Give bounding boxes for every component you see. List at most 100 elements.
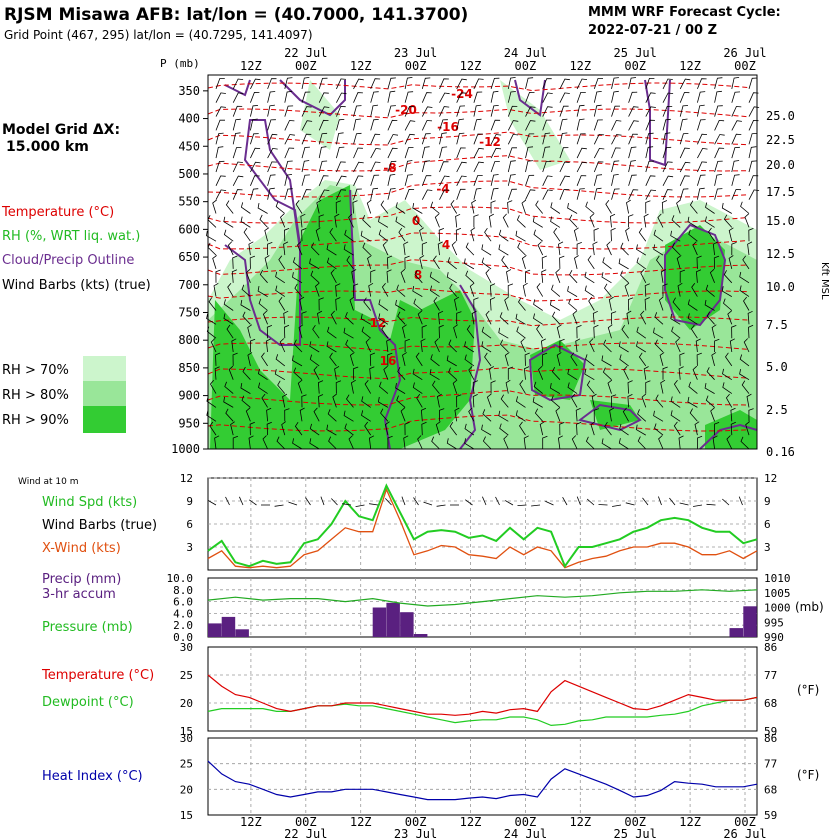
wind-barb (313, 366, 320, 380)
wind-barb (433, 296, 440, 311)
wind-barb (473, 78, 484, 90)
wind-barb (628, 120, 639, 131)
panel2-right-tick-3: 59 (764, 725, 777, 738)
wind-barb (697, 187, 705, 200)
panel1-right-tick-0: 1010 (764, 572, 791, 585)
wind-barb (404, 421, 410, 436)
wind-barb (299, 296, 305, 311)
wind-barb (689, 200, 698, 214)
wind-barb (473, 297, 479, 311)
wind-barb (215, 269, 221, 283)
wind-barb (264, 255, 270, 269)
wind-barb (209, 421, 217, 436)
wind-barb (473, 133, 483, 145)
wind-barb (311, 242, 320, 256)
wind-barb (644, 283, 650, 297)
surface-wind-barb (679, 502, 689, 506)
wind-barb (626, 310, 632, 325)
wind-barb (447, 257, 457, 270)
wind-barb (671, 215, 681, 228)
wind-barb (249, 255, 256, 269)
wind-barb (250, 105, 259, 117)
wind-barb (610, 311, 617, 325)
wind-barb (748, 77, 758, 90)
wind-barb (628, 174, 637, 186)
wind-barb (507, 160, 516, 173)
wind-barb (559, 255, 565, 269)
wind-barb (637, 436, 647, 450)
wind-barb (593, 104, 602, 117)
wind-barb (472, 380, 478, 394)
wind-barb (731, 120, 742, 131)
wind-barb (456, 311, 462, 325)
wind-barb (246, 268, 251, 283)
wind-barb (622, 407, 629, 422)
wind-barb (604, 283, 612, 297)
top-hour-label-2: 12Z (350, 59, 372, 73)
wind-barb (525, 146, 534, 159)
precip-bar (386, 602, 400, 637)
wind-barb (535, 200, 544, 214)
bottom-hour-label-3: 00Z (405, 815, 427, 829)
wind-barb (643, 366, 649, 380)
wind-barb (628, 160, 636, 173)
wind-barb (485, 269, 492, 283)
wind-barb (232, 255, 238, 269)
wind-barb (293, 367, 303, 380)
wind-barb (542, 119, 552, 131)
wind-barb (446, 355, 457, 367)
wind-barb (593, 133, 605, 145)
wind-barb (434, 338, 440, 353)
wind-barb (404, 160, 413, 173)
wind-barb (404, 147, 414, 159)
wind-barb (232, 435, 239, 449)
wind-barb (662, 366, 668, 380)
wind-barb (714, 147, 725, 159)
wind-barb (215, 175, 226, 186)
surface-wind-barb (706, 503, 716, 506)
wind-barb (363, 297, 372, 311)
wind-barb (318, 106, 330, 117)
wind-barb (257, 203, 268, 214)
wind-barb (490, 161, 500, 173)
wind-barb (473, 118, 482, 131)
wind-barb (404, 255, 410, 269)
wind-barb (348, 213, 354, 228)
wind-barb (327, 409, 337, 422)
wind-barb (559, 422, 565, 436)
wind-barb (456, 147, 466, 159)
wind-barb (400, 268, 406, 283)
wind-barb (593, 91, 602, 103)
wind-barb (653, 229, 664, 242)
surface-wind-barb (545, 500, 554, 506)
wind-barb (542, 189, 553, 200)
wind-barb (708, 227, 715, 242)
wind-barb (301, 133, 312, 145)
wind-barb (284, 90, 293, 103)
rh-region-7 (590, 400, 640, 430)
wind-barb (507, 77, 516, 89)
wind-barb (350, 379, 356, 394)
top-date-label-0: 22 Jul (284, 46, 327, 60)
wind-barb (404, 91, 414, 103)
wind-barb (413, 298, 423, 311)
wind-barb (365, 338, 372, 353)
wind-barb (542, 435, 548, 449)
wind-left-tick-2: 6 (186, 518, 193, 531)
wind-barb (517, 242, 526, 256)
wind-barb (242, 311, 251, 325)
wind-barb (330, 269, 337, 283)
wind-barb (344, 229, 354, 242)
wind-barb (586, 380, 595, 394)
wind-barb (713, 255, 720, 269)
wind-barb (318, 92, 329, 103)
wind-barb (541, 352, 548, 366)
wind-barb (731, 133, 742, 145)
surface-wind-barb (274, 504, 284, 507)
temperature-contour-9 (207, 316, 749, 327)
wind-barb (534, 408, 543, 422)
surface-wind-barb (413, 497, 419, 506)
rh-region-2 (500, 80, 570, 170)
wind-barb (301, 120, 313, 131)
wind-barb (521, 255, 527, 270)
